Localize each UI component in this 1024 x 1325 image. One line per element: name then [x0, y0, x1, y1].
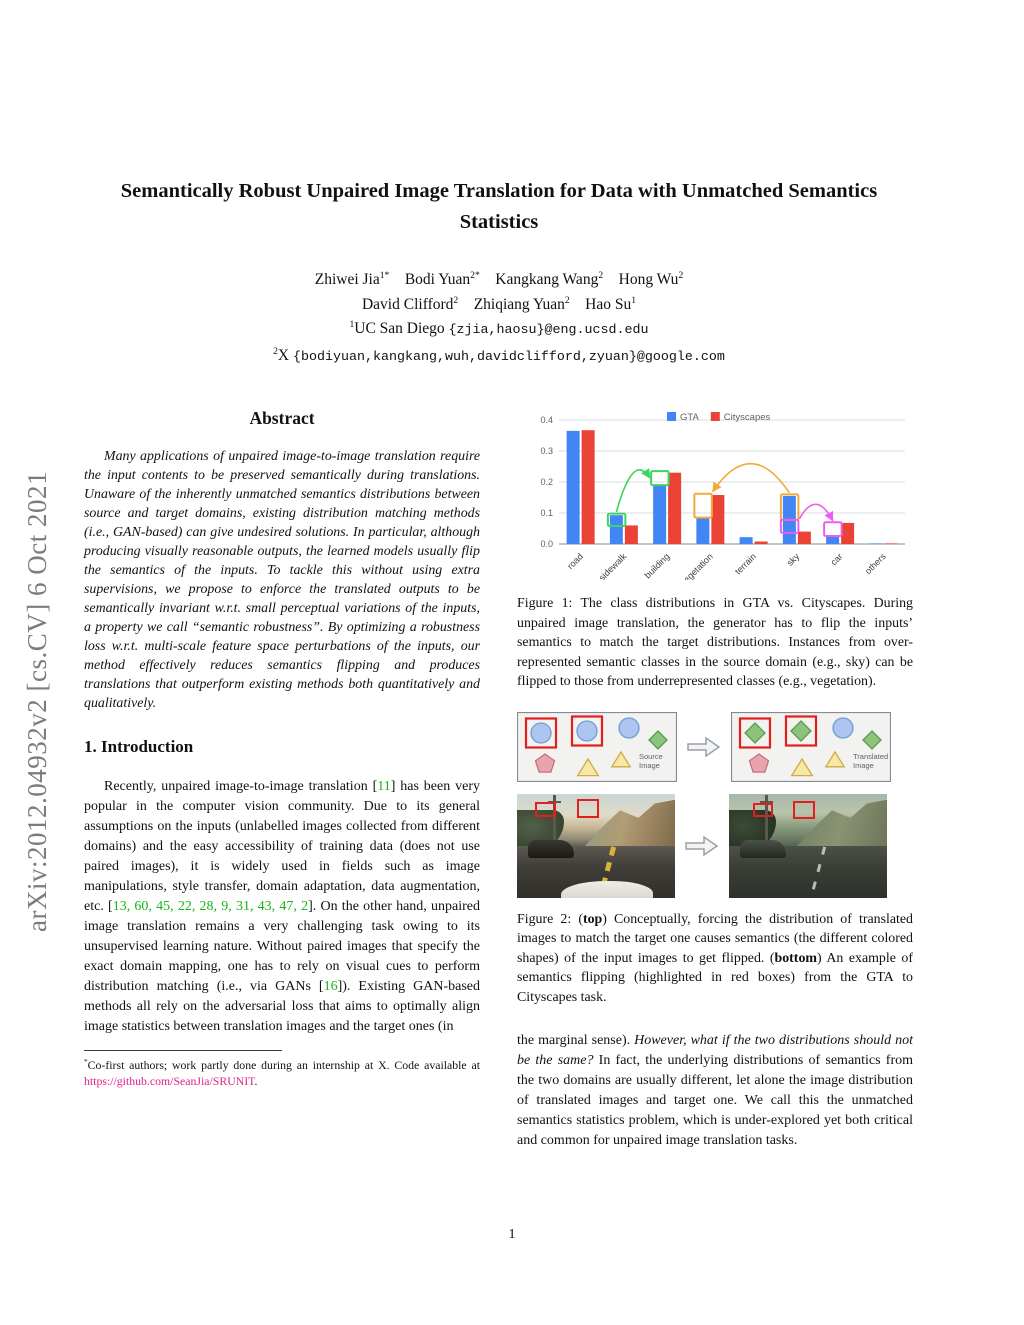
svg-text:0.3: 0.3: [540, 446, 553, 456]
svg-text:others: others: [863, 551, 888, 576]
svg-text:0.2: 0.2: [540, 477, 553, 487]
author-line-2: David Clifford2 Zhiqiang Yuan2 Hao Su1: [361, 294, 636, 313]
car-art: [528, 840, 574, 858]
pole-art: [760, 794, 774, 855]
svg-text:0.1: 0.1: [540, 508, 553, 518]
figure-1-caption: Figure 1: The class distributions in GTA…: [517, 596, 913, 689]
svg-text:terrain: terrain: [733, 551, 758, 576]
svg-text:road: road: [565, 551, 585, 571]
translated-shapes-panel: Translated Image: [730, 711, 892, 782]
figure-2-caption: Figure 2: (top) Conceptually, forcing th…: [517, 911, 913, 1005]
car-art: [740, 840, 786, 858]
translation-arrow-icon: [687, 736, 721, 757]
introduction-paragraph: Recently, unpaired image-to-image transl…: [84, 779, 481, 1034]
arxiv-watermark: arXiv:2012.04932v2 [cs.CV] 6 Oct 2021: [22, 471, 52, 932]
page-number: 1: [508, 1227, 516, 1242]
affiliation-x: 2X {bodiyuan,kangkang,wuh,davidclifford,…: [273, 345, 725, 365]
svg-text:sky: sky: [785, 551, 802, 568]
figure-2-photo-row: [517, 793, 913, 898]
affiliation-ucsd: 1UC San Diego {zjia,haosu}@eng.ucsd.edu: [349, 318, 649, 338]
paper-page: Semantically Robust Unpaired Image Trans…: [84, 0, 914, 1165]
source-shapes-panel: Source Image: [516, 711, 678, 782]
figure-2-concept-row: Source Image Translated Image: [516, 711, 913, 782]
svg-text:building: building: [643, 551, 672, 580]
abstract-text: Many applications of unpaired image-to-i…: [84, 449, 480, 711]
svg-text:vegetation: vegetation: [678, 551, 714, 580]
footnote-rule: [84, 1050, 282, 1051]
semantics-flip-red-box: [535, 801, 556, 817]
right-column: 0.0 0.1 0.2 0.3 0.4 GTA Cityscapes road sidewalk…: [516, 402, 913, 1165]
svg-text:0.4: 0.4: [540, 415, 553, 425]
author-block: Zhiwei Jia1* Bodi Yuan2* Kangkang Wang2 …: [84, 268, 914, 370]
introduction-heading: 1. Introduction: [84, 737, 194, 756]
svg-text:GTA: GTA: [680, 412, 699, 423]
svg-text:0.0: 0.0: [540, 539, 553, 549]
figure-1: 0.0 0.1 0.2 0.3 0.4 GTA Cityscapes road sidewalk…: [517, 402, 913, 692]
footnote: *Co-first authors; work partly done duri…: [84, 1050, 480, 1089]
class-distribution-bar-chart: 0.0 0.1 0.2 0.3 0.4 GTA Cityscapes road sidewalk…: [517, 402, 913, 588]
translation-arrow-icon: [685, 835, 719, 856]
abstract-heading: Abstract: [249, 408, 315, 428]
footnote-text[interactable]: *Co-first authors; work partly done duri…: [84, 1057, 480, 1088]
translated-cityscapes-photo: [729, 793, 887, 898]
svg-text:sidewalk: sidewalk: [597, 551, 629, 580]
paper-title: Semantically Robust Unpaired Image Trans…: [120, 180, 878, 233]
continuation-paragraph: the marginal sense). However, what if th…: [517, 1033, 913, 1148]
svg-text:Cityscapes: Cityscapes: [724, 412, 771, 423]
semantics-flip-red-box: [793, 800, 815, 819]
author-line-1: Zhiwei Jia1* Bodi Yuan2* Kangkang Wang2 …: [314, 269, 684, 288]
semantics-flip-red-box: [577, 798, 599, 818]
semantics-flip-red-box: [753, 802, 773, 817]
figure-2: Source Image Translated Image: [516, 711, 913, 1008]
gta-source-photo: [517, 793, 675, 898]
left-column: Abstract Many applications of unpaired i…: [84, 402, 480, 1089]
svg-text:car: car: [829, 551, 845, 567]
hood-art: [561, 880, 653, 898]
